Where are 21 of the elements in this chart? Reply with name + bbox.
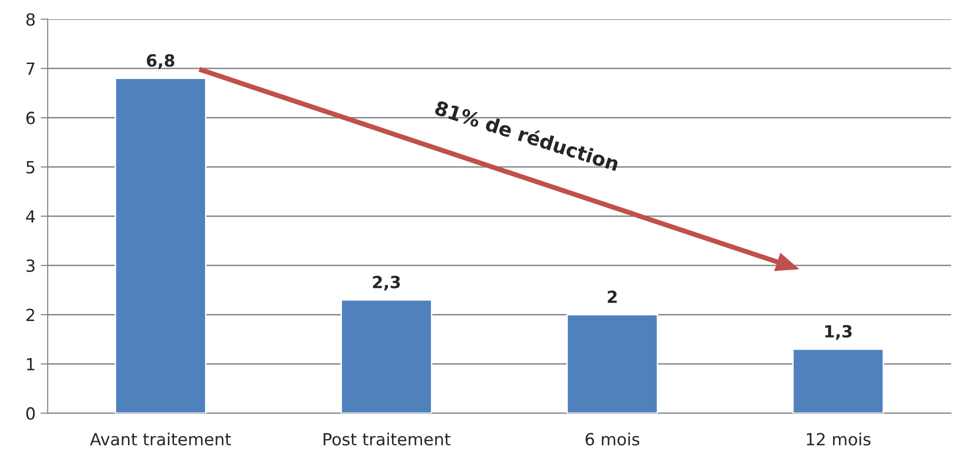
y-tick-label: 4 xyxy=(26,210,35,223)
y-tick-label: 6 xyxy=(26,112,35,124)
bar xyxy=(566,314,658,414)
y-tick-label: 0 xyxy=(26,407,35,420)
data-label: 1,3 xyxy=(825,325,852,340)
y-tick-label: 1 xyxy=(27,358,34,370)
y-tick-label: 7 xyxy=(26,62,34,75)
y-tick-label: 8 xyxy=(26,13,35,26)
x-tick-label: Avant traitement xyxy=(90,432,231,446)
x-tick-label: Post traitement xyxy=(324,432,450,446)
bar xyxy=(340,299,432,414)
x-tick-label: 6 mois xyxy=(586,432,640,446)
data-label: 2 xyxy=(608,290,617,303)
bar xyxy=(114,78,206,414)
bar xyxy=(792,348,884,414)
x-tick-label: 12 mois xyxy=(806,432,870,446)
y-tick-label: 3 xyxy=(26,259,35,272)
y-tick-label: 5 xyxy=(26,161,34,174)
data-label: 6,8 xyxy=(146,54,174,69)
y-tick-label: 2 xyxy=(26,308,34,322)
data-label: 2,3 xyxy=(372,276,400,290)
